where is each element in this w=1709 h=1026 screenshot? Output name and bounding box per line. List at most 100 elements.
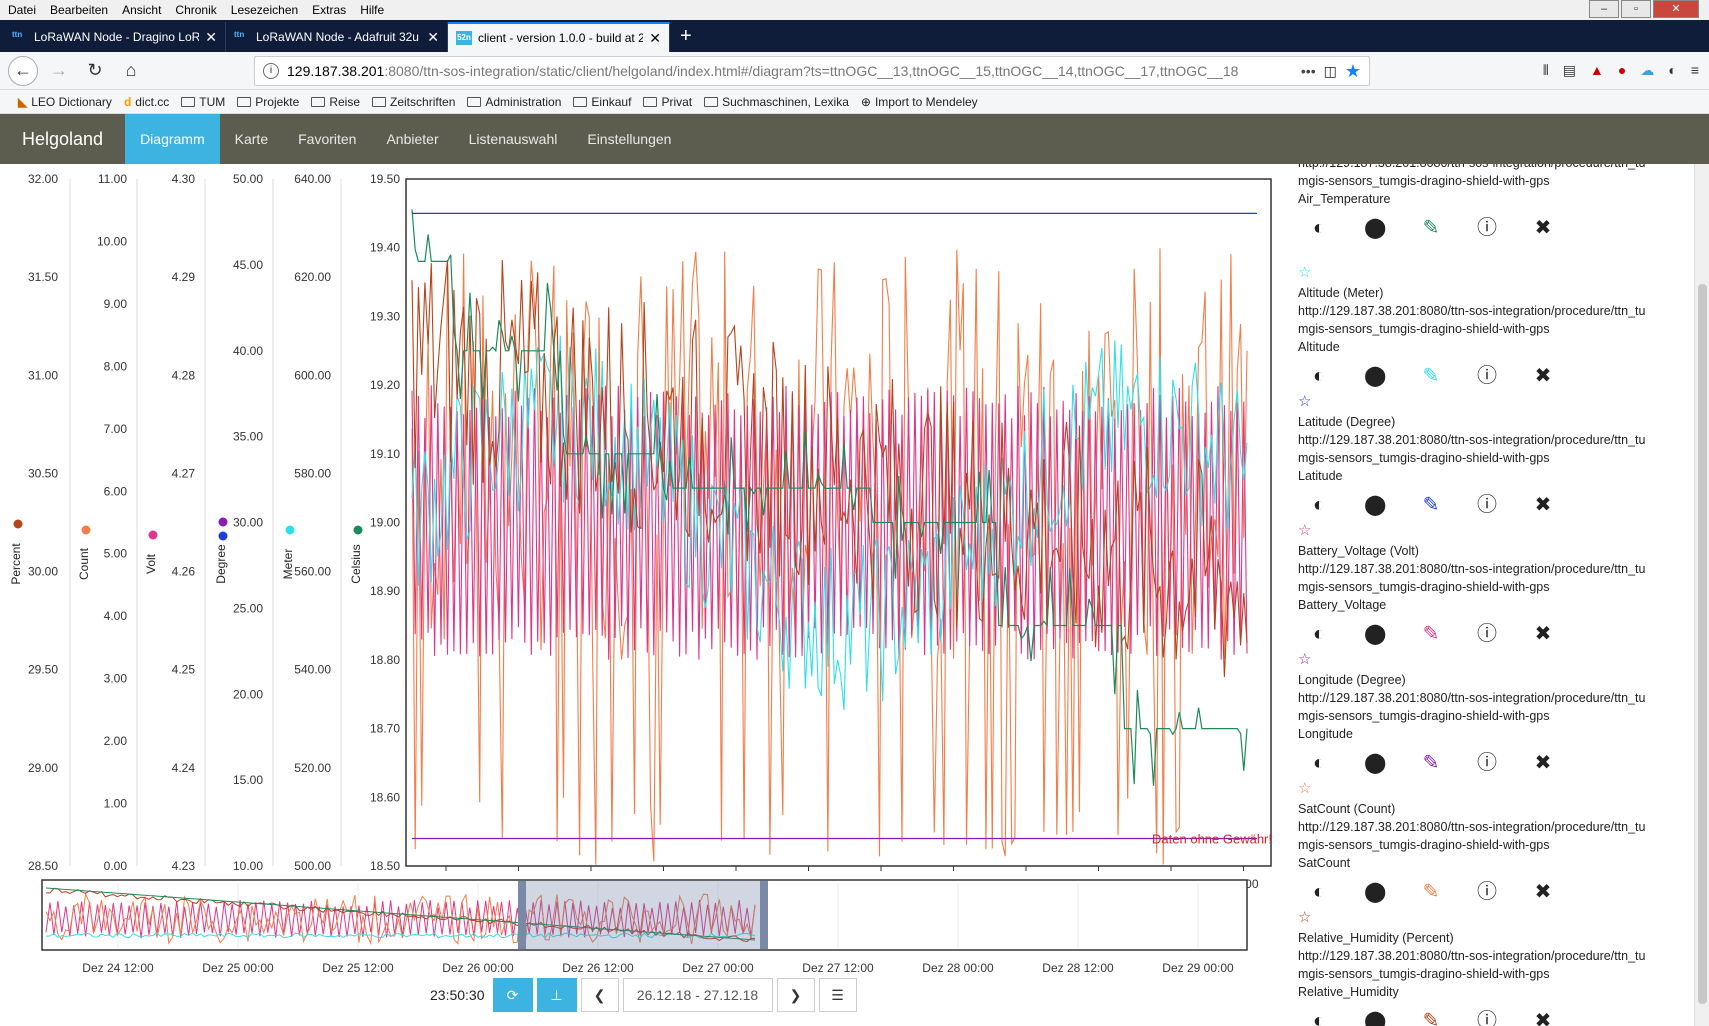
home-button[interactable]: ⌂ [125,60,137,80]
map-marker-icon[interactable]: ⬤ [1364,881,1387,903]
map-marker-icon[interactable]: ⬤ [1364,494,1387,516]
edit-pencil-icon[interactable]: ✎ [1422,217,1440,239]
favorite-star-icon[interactable]: ☆ [1298,780,1312,797]
toggle-visibility-icon[interactable]: ◐ [1312,752,1326,774]
bookmark-leo[interactable]: ◣ LEO Dictionary [18,94,112,109]
time-range-selector[interactable]: 26.12.18 - 27.12.18 [622,978,773,1012]
remove-icon[interactable]: ✖ [1534,365,1552,387]
extension-icon[interactable]: ◐ [1668,62,1677,78]
menu-chronik[interactable]: Chronik [175,3,217,17]
axes-toggle-button[interactable]: ⊥ [536,978,577,1012]
remove-icon[interactable]: ✖ [1534,623,1552,645]
remove-icon[interactable]: ✖ [1534,1010,1552,1026]
map-marker-icon[interactable]: ⬤ [1364,1010,1387,1026]
back-button[interactable]: ← [8,55,38,86]
edit-pencil-icon[interactable]: ✎ [1422,752,1440,774]
close-tab-icon[interactable]: ✕ [649,29,661,46]
info-icon[interactable]: ⓘ [1477,365,1497,387]
bookmark-projekte[interactable]: Projekte [237,95,299,109]
reload-button[interactable]: ↻ [87,60,103,80]
toggle-visibility-icon[interactable]: ◐ [1312,881,1326,903]
favorite-star-icon[interactable]: ☆ [1298,264,1312,281]
edit-pencil-icon[interactable]: ✎ [1422,365,1440,387]
minimize-button[interactable]: – [1589,0,1619,18]
tab-adafruit[interactable]: ttn LoRaWAN Node - Adafruit 32u ✕ [226,22,448,52]
bookmark-dictcc[interactable]: d dict.cc [123,94,170,109]
info-icon[interactable]: ⓘ [1477,881,1497,903]
legend-title[interactable]: Altitude (Meter) [1298,286,1384,300]
legend-title[interactable]: SatCount (Count) [1298,802,1396,816]
maximize-button[interactable]: ▫ [1621,0,1651,18]
toggle-visibility-icon[interactable]: ◐ [1312,623,1326,645]
remove-icon[interactable]: ✖ [1534,752,1552,774]
menu-datei[interactable]: Datei [8,3,37,17]
bookmark-tum[interactable]: TUM [181,95,225,109]
previous-range-button[interactable]: ❮ [580,978,619,1012]
pdf-icon[interactable]: ▲ [1590,62,1604,78]
info-icon[interactable]: ⓘ [1477,217,1497,239]
map-marker-icon[interactable]: ⬤ [1364,623,1387,645]
menu-extras[interactable]: Extras [312,3,347,17]
app-brand[interactable]: Helgoland [22,128,104,149]
toggle-visibility-icon[interactable]: ◐ [1312,1010,1326,1026]
favorite-star-icon[interactable]: ☆ [1298,393,1312,410]
remove-icon[interactable]: ✖ [1534,494,1552,516]
adblock-icon[interactable]: ● [1617,62,1627,78]
info-icon[interactable]: ⓘ [1477,1010,1497,1026]
menu-ansicht[interactable]: Ansicht [122,3,162,17]
edit-pencil-icon[interactable]: ✎ [1422,494,1440,516]
diagram-chart[interactable]: 32.00 31.50 31.00 30.50 30.00 29.50 29.00 28.50… [0,164,1290,974]
toggle-visibility-icon[interactable]: ◐ [1312,365,1326,387]
edit-pencil-icon[interactable]: ✎ [1422,623,1440,645]
favorite-star-icon[interactable]: ☆ [1298,522,1312,539]
url-bar[interactable]: i 129.187.38.201:8080/ttn-sos-integratio… [254,56,1370,86]
new-tab-button[interactable]: + [680,25,692,47]
nav-listenauswahl[interactable]: Listenauswahl [468,131,558,147]
legend-title[interactable]: Longitude (Degree) [1298,673,1406,687]
url-text[interactable]: 129.187.38.201:8080/ttn-sos-integration/… [287,63,1239,79]
menu-icon[interactable]: ≡ [1690,62,1699,78]
page-scrollbar[interactable] [1694,164,1709,1026]
bookmark-suchmaschinen[interactable]: Suchmaschinen, Lexika [704,95,849,109]
nav-karte[interactable]: Karte [234,131,269,147]
sidebar-icon[interactable]: ▤ [1562,62,1577,78]
cloud-icon[interactable]: ☁ [1640,62,1655,78]
close-window-button[interactable]: ✕ [1653,0,1699,18]
legend-title[interactable]: Battery_Voltage (Volt) [1298,544,1419,558]
scrollbar-thumb[interactable] [1698,284,1707,1004]
menu-bearbeiten[interactable]: Bearbeiten [50,3,109,17]
favorite-star-icon[interactable]: ☆ [1298,651,1312,668]
tab-dragino[interactable]: ttn LoRaWAN Node - Dragino LoRa ✕ [4,22,226,52]
menu-hilfe[interactable]: Hilfe [360,3,385,17]
info-icon[interactable]: ⓘ [1477,494,1497,516]
nav-diagramm[interactable]: Diagramm [125,114,220,164]
map-marker-icon[interactable]: ⬤ [1364,217,1387,239]
map-marker-icon[interactable]: ⬤ [1364,752,1387,774]
bookmark-reise[interactable]: Reise [311,95,360,109]
info-icon[interactable]: ⓘ [1477,752,1497,774]
remove-icon[interactable]: ✖ [1534,217,1552,239]
page-actions-icon[interactable]: ••• [1300,63,1316,79]
bookmark-mendeley[interactable]: ⊕ Import to Mendeley [860,94,978,109]
site-info-icon[interactable]: i [263,63,279,79]
nav-einstellungen[interactable]: Einstellungen [587,131,672,147]
bookmark-administration[interactable]: Administration [467,95,561,109]
edit-pencil-icon[interactable]: ✎ [1422,1010,1440,1026]
next-range-button[interactable]: ❯ [776,978,815,1012]
tab-client[interactable]: 52n client - version 1.0.0 - build at 2 … [448,22,670,52]
nav-favoriten[interactable]: Favoriten [298,131,357,147]
legend-title[interactable]: Relative_Humidity (Percent) [1298,931,1454,945]
bookmark-zeitschriften[interactable]: Zeitschriften [372,95,455,109]
bookmark-star-icon[interactable]: ★ [1344,60,1361,81]
remove-icon[interactable]: ✖ [1534,881,1552,903]
list-view-button[interactable]: ☰ [818,978,857,1012]
edit-pencil-icon[interactable]: ✎ [1422,881,1440,903]
pocket-icon[interactable]: ◫ [1323,62,1337,79]
legend-title[interactable]: Latitude (Degree) [1298,415,1396,429]
bookmark-einkauf[interactable]: Einkauf [573,95,631,109]
map-marker-icon[interactable]: ⬤ [1364,365,1387,387]
info-icon[interactable]: ⓘ [1477,623,1497,645]
menu-lesezeichen[interactable]: Lesezeichen [230,3,299,17]
library-icon[interactable]: ⫴ [1542,62,1549,78]
nav-anbieter[interactable]: Anbieter [386,131,439,147]
